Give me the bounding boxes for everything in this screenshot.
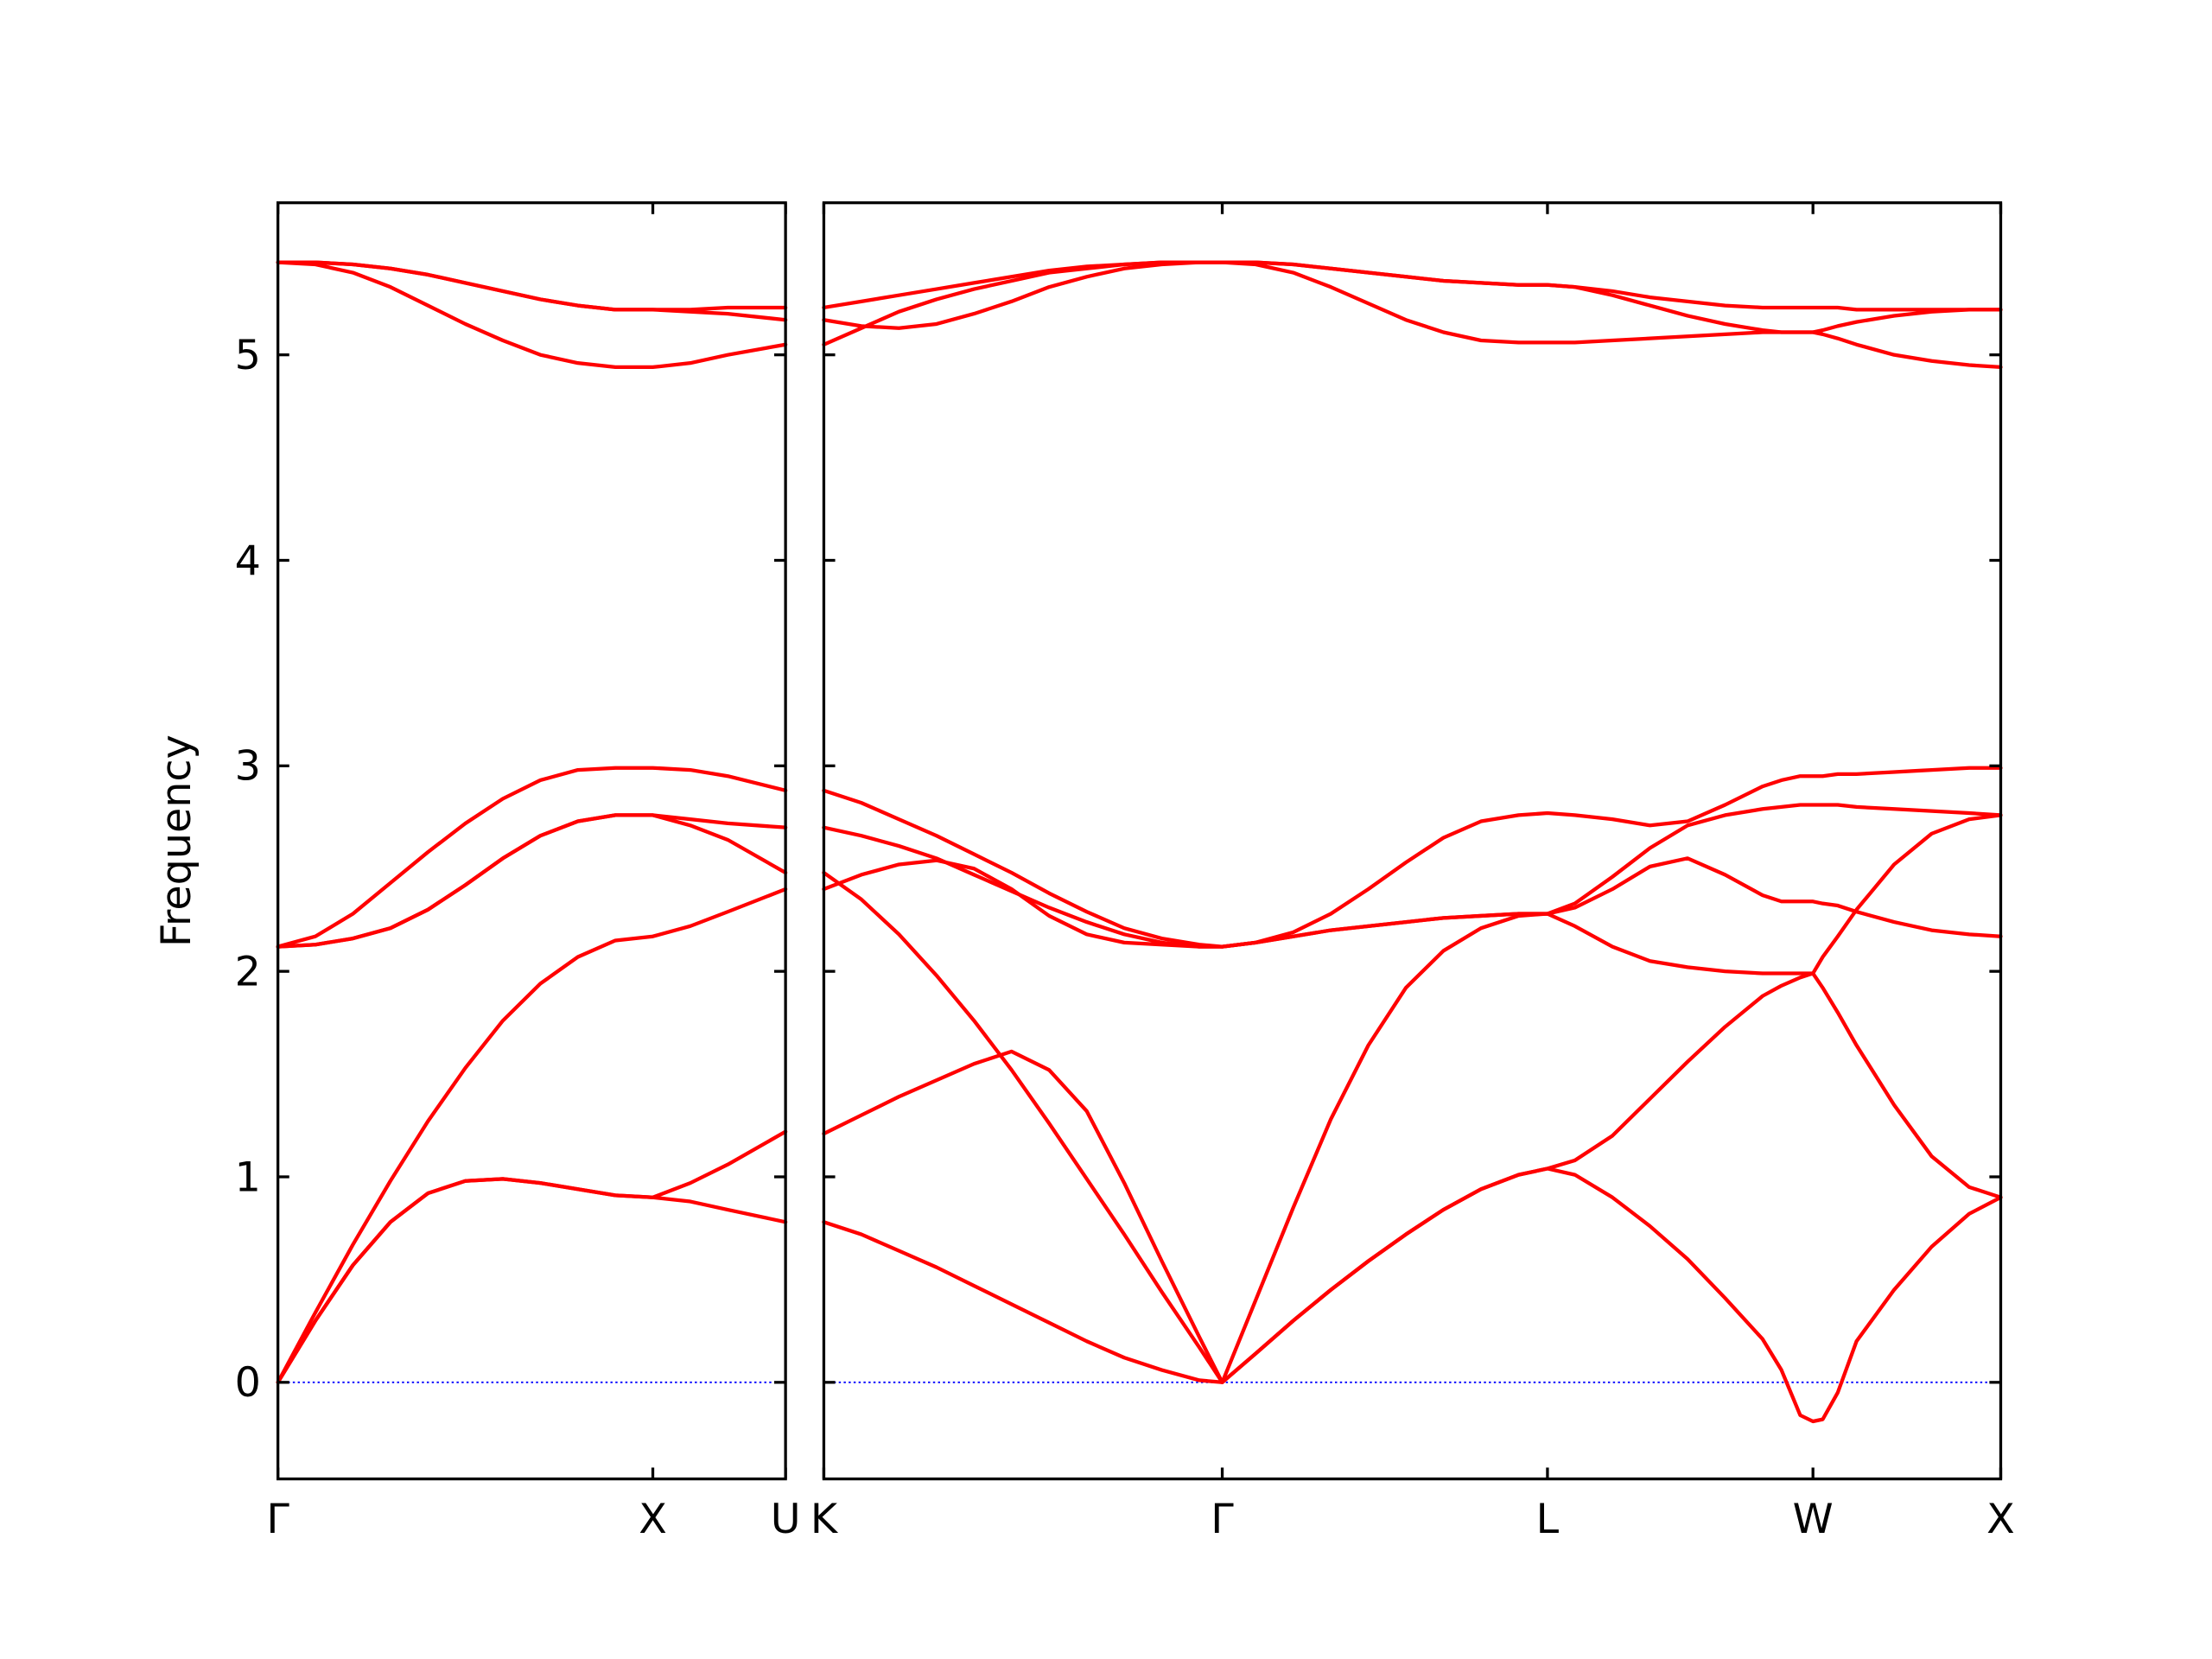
band-line: [822, 260, 2003, 312]
y-axis-label: Frequency: [153, 734, 200, 947]
x-tick-label: X: [1986, 1496, 2015, 1543]
x-tick-label: W: [1793, 1496, 1834, 1543]
y-tick-label: 4: [235, 537, 261, 585]
y-tick-label: 5: [235, 332, 261, 379]
band-line: [276, 887, 788, 1384]
y-tick-label: 3: [235, 743, 261, 791]
band-line: [822, 813, 2003, 1384]
band-line: [276, 813, 788, 949]
band-line: [822, 971, 2003, 1384]
band-line: [822, 260, 2003, 345]
x-tick-label: X: [639, 1496, 667, 1543]
y-tick-label: 0: [235, 1359, 261, 1407]
x-tick-label: Γ: [266, 1496, 289, 1543]
band-line: [276, 260, 788, 312]
x-tick-label: Γ: [1211, 1496, 1234, 1543]
band-line: [276, 260, 788, 370]
y-tick-label: 1: [235, 1154, 261, 1201]
band-line: [276, 766, 788, 949]
band-line: [822, 803, 2003, 949]
axes-frame: [822, 201, 2003, 1481]
axes-frame: [276, 201, 787, 1481]
x-tick-label: U: [771, 1496, 801, 1543]
x-tick-label: L: [1536, 1496, 1560, 1543]
x-tick-label: K: [810, 1496, 839, 1543]
band-line: [276, 1129, 788, 1384]
band-line: [822, 766, 2003, 949]
y-tick-label: 2: [235, 949, 261, 996]
